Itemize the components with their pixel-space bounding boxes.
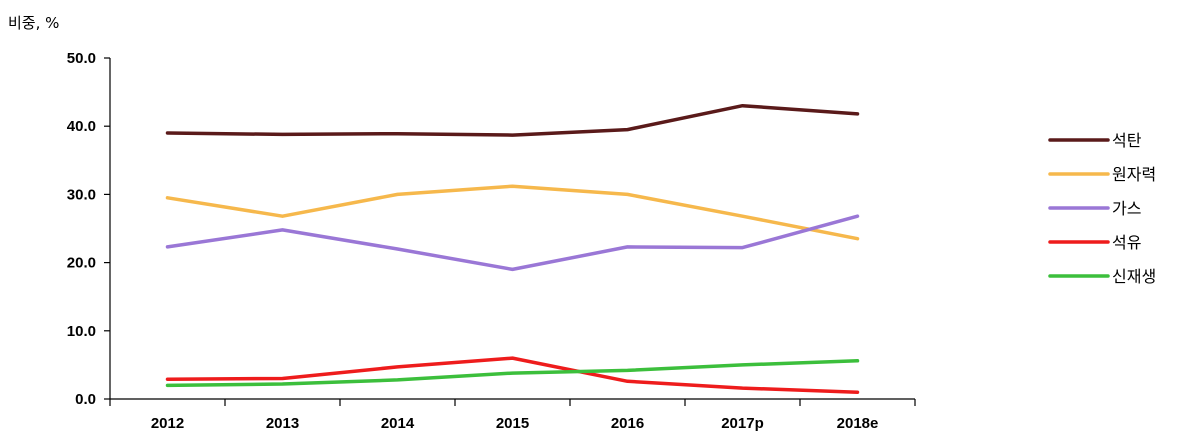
x-tick-label: 2014 xyxy=(381,415,415,432)
legend-label: 가스 xyxy=(1112,199,1141,218)
y-tick-label: 20.0 xyxy=(67,255,96,272)
x-tick-label: 2015 xyxy=(496,415,529,432)
series-lines xyxy=(165,103,860,394)
series-line xyxy=(165,359,860,388)
legend-label: 원자력 xyxy=(1112,165,1156,184)
series-line xyxy=(165,214,860,272)
x-tick-label: 2017p xyxy=(721,415,764,432)
y-tick-label: 50.0 xyxy=(67,50,96,67)
series-line xyxy=(165,103,860,137)
x-tick-label: 2013 xyxy=(266,415,299,432)
y-tick-label: 40.0 xyxy=(67,118,96,135)
legend-label: 신재생 xyxy=(1112,267,1156,286)
series-line xyxy=(165,356,860,394)
legend-label: 석탄 xyxy=(1112,131,1142,150)
unit-label: 비중, % xyxy=(8,14,59,32)
x-tick-label: 2016 xyxy=(611,415,644,432)
x-tick-label: 2018e xyxy=(837,415,879,432)
y-tick-label: 10.0 xyxy=(67,323,96,340)
x-tick-label: 2012 xyxy=(151,415,184,432)
y-tick-label: 0.0 xyxy=(75,391,96,408)
series-line xyxy=(165,184,860,241)
legend-label: 석유 xyxy=(1112,233,1141,252)
axes: 0.0 10.0 20.0 30.0 40.0 50.0 2012 2013 2014 2015 2… xyxy=(67,50,916,432)
y-tick-label: 30.0 xyxy=(67,186,96,203)
